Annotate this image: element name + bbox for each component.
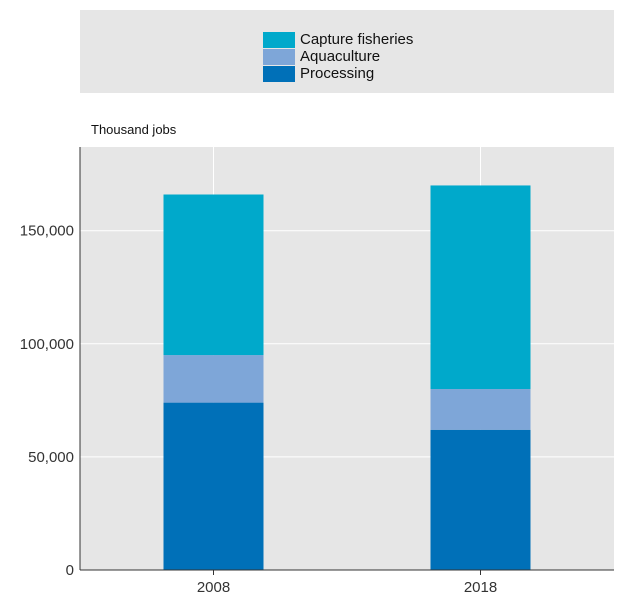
axes: 0 50,000 100,000 150,000 2008 2018 [20, 147, 614, 594]
bars [163, 185, 531, 570]
y-tick-label-2: 100,000 [20, 336, 74, 353]
legend-label-processing: Processing [300, 65, 375, 82]
bar-2008-capture-fisheries [163, 194, 264, 356]
legend-item-aquaculture: Aquaculture [263, 48, 380, 65]
x-tick-label-2008: 2008 [197, 579, 230, 594]
plot-area [80, 147, 614, 570]
bar-2008-aquaculture [163, 355, 264, 403]
bar-2018-processing [430, 429, 531, 570]
legend-swatch-processing [263, 65, 295, 82]
bar-2018-capture-fisheries [430, 185, 531, 390]
legend-item-processing: Processing [263, 65, 374, 82]
x-tick-label-2018: 2018 [464, 579, 497, 594]
legend-label-capture-fisheries: Capture fisheries [300, 31, 414, 48]
y-axis-unit-label: Thousand jobs [91, 122, 177, 137]
y-tick-label-3: 150,000 [20, 223, 74, 240]
legend-label-aquaculture: Aquaculture [300, 48, 381, 65]
y-tick-label-1: 50,000 [28, 449, 74, 466]
legend-item-capture-fisheries: Capture fisheries [263, 31, 413, 48]
legend-swatch-capture-fisheries [263, 31, 295, 48]
y-tick-label-0: 0 [66, 562, 74, 579]
legend-swatch-aquaculture [263, 48, 295, 65]
bar-2008-processing [163, 402, 264, 570]
chart-legend: Capture fisheries Aquaculture Processing [80, 10, 614, 93]
bar-2018-aquaculture [430, 389, 531, 430]
